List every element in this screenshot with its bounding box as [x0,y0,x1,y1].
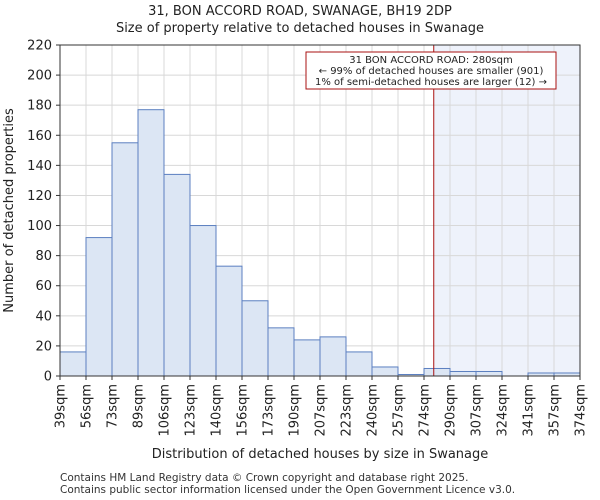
histogram-bar [293,339,321,377]
x-axis-ticks: 39sqm 56sqm 73sqm 89sqm 106sqm 123sqm 140sqm 15… [54,376,589,437]
chart-subtitle: Size of property relative to detached ho… [115,21,485,36]
annotation-line-1: 31 BON ACCORD ROAD: 280sqm [349,55,513,66]
histogram-bar [371,366,399,377]
histogram-bar [345,351,373,377]
y-tick-label: 120 [27,189,52,204]
x-tick-label: 274sqm [418,384,433,437]
x-tick-label: 140sqm [210,384,225,437]
histogram-bar [137,109,165,377]
y-tick-label: 20 [35,339,52,354]
y-axis-label: Number of detached properties [2,108,17,313]
histogram-bar [85,237,113,377]
annotation-box [305,51,557,90]
larger-properties-region [433,45,580,376]
histogram-bar [475,370,503,377]
histogram-bar [59,351,87,377]
x-tick-label: 73sqm [106,384,121,428]
histogram-bar [241,300,269,377]
y-tick-label: 180 [27,99,52,114]
plot-frame [59,44,581,377]
x-axis-label: Distribution of detached houses by size … [152,447,489,462]
x-tick-label: 156sqm [236,384,251,437]
histogram-bar [189,225,217,377]
x-tick-label: 324sqm [496,384,511,437]
x-tick-label: 173sqm [262,384,277,437]
y-tick-label: 140 [27,159,52,174]
x-tick-label: 307sqm [470,384,485,437]
x-tick-label: 123sqm [184,384,199,437]
annotation-line-3: 1% of semi-detached houses are larger (1… [315,77,547,88]
annotation-line-2: ← 99% of detached houses are smaller (90… [319,66,544,77]
histogram-bar [267,327,295,377]
x-tick-label: 257sqm [392,384,407,437]
x-tick-label: 341sqm [522,384,537,437]
y-tick-label: 40 [35,309,52,324]
x-tick-label: 207sqm [314,384,329,437]
x-tick-label: 190sqm [288,384,303,437]
x-tick-label: 223sqm [340,384,355,437]
histogram-bar [449,370,477,377]
y-axis-ticks: 0 20 40 60 80 100 120 140 160 180 200 220 [27,39,60,385]
x-tick-label: 89sqm [132,384,147,428]
chart-title: 31, BON ACCORD ROAD, SWANAGE, BH19 2DP [148,4,452,19]
y-tick-label: 100 [27,219,52,234]
footer-licence: Contains public sector information licen… [60,484,516,496]
marker-annotation: 31 BON ACCORD ROAD: 280sqm ← 99% of deta… [305,51,557,90]
x-tick-label: 56sqm [80,384,95,428]
bars [59,109,581,377]
y-tick-label: 160 [27,129,52,144]
histogram-bar [319,336,347,377]
x-tick-label: 106sqm [158,384,173,437]
histogram-bar [111,142,139,377]
y-tick-label: 200 [27,69,52,84]
footer-copyright: Contains HM Land Registry data © Crown c… [60,472,469,484]
x-tick-label: 357sqm [548,384,563,437]
histogram-bar [163,173,191,377]
y-tick-label: 80 [35,249,52,264]
x-tick-label: 290sqm [444,384,459,437]
x-tick-label: 39sqm [54,384,69,428]
y-tick-label: 60 [35,279,52,294]
x-tick-label: 240sqm [366,384,381,437]
histogram-bar [215,265,243,377]
x-tick-label: 374sqm [574,384,589,437]
histogram-bar [423,367,451,377]
y-tick-label: 220 [27,39,52,54]
y-tick-label: 0 [44,370,52,385]
